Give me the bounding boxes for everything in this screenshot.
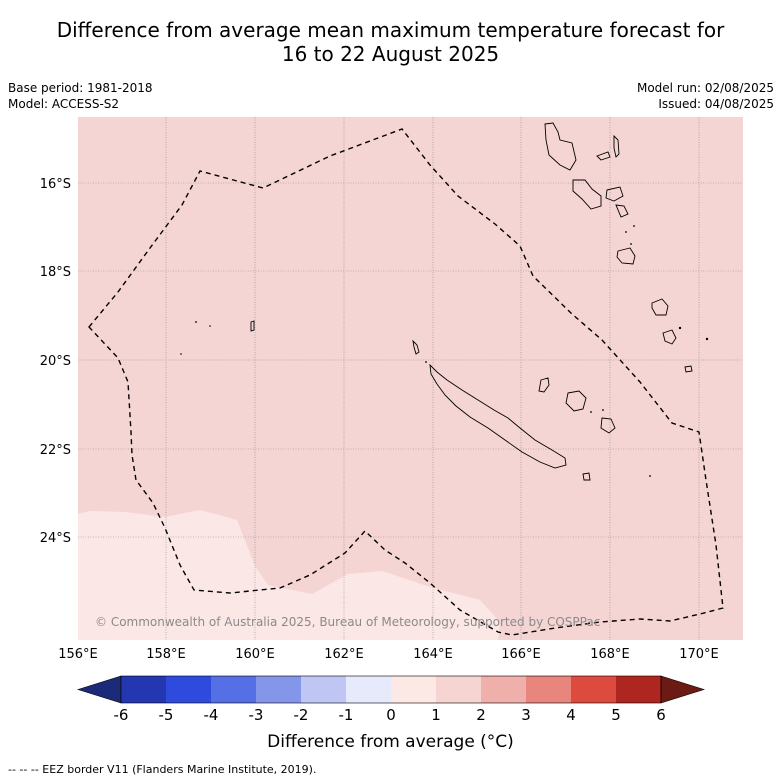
colorbar-tick-label: -4 — [204, 706, 219, 724]
copyright-text: © Commonwealth of Australia 2025, Bureau… — [95, 615, 600, 629]
colorbar-segment — [571, 676, 616, 703]
colorbar-segment — [121, 676, 166, 703]
belep-islands — [412, 339, 420, 355]
meta-left: Base period: 1981-2018 Model: ACCESS-S2 — [8, 80, 153, 112]
longitude-labels: 156°E 158°E 160°E 162°E 164°E 166°E 168°… — [58, 647, 719, 662]
lat-label: 18°S — [40, 265, 71, 280]
colorbar — [76, 675, 706, 704]
lon-label: 156°E — [58, 647, 98, 662]
colorbar-segment — [166, 676, 211, 703]
vanuatu-efate — [616, 247, 636, 265]
colorbar-segment — [616, 676, 661, 703]
vanuatu-ambae — [596, 151, 611, 161]
chesterfield-islet — [250, 320, 255, 332]
lat-label: 24°S — [40, 531, 71, 546]
lon-label: 162°E — [324, 647, 364, 662]
lat-label: 16°S — [40, 177, 71, 192]
vanuatu-pentecost — [605, 186, 624, 202]
vanuatu-espiritu-santo — [544, 122, 577, 171]
isle-of-pines — [582, 472, 591, 481]
colorbar-tick-label: -2 — [294, 706, 309, 724]
colorbar-tick-label: 4 — [566, 706, 576, 724]
colorbar-segment — [481, 676, 526, 703]
colorbar-tick-label: 2 — [476, 706, 486, 724]
lon-label: 164°E — [413, 647, 453, 662]
lat-label: 20°S — [40, 354, 71, 369]
vanuatu-epi — [615, 204, 629, 218]
map-title: Difference from average mean maximum tem… — [0, 18, 781, 66]
issued-date: Issued: 04/08/2025 — [658, 97, 774, 111]
lon-label: 166°E — [501, 647, 541, 662]
colorbar-tick-label: -1 — [339, 706, 354, 724]
vanuatu-aneityum — [684, 365, 693, 373]
colorbar-tick-label: -6 — [114, 706, 129, 724]
colorbar-tick-label: 3 — [521, 706, 531, 724]
lon-label: 170°E — [679, 647, 719, 662]
colorbar-tick-label: 0 — [386, 706, 396, 724]
new-caledonia — [429, 363, 567, 469]
colorbar-extend-high — [660, 675, 706, 704]
colorbar-tick-label: 5 — [611, 706, 621, 724]
anomaly-field-0-1 — [78, 510, 500, 640]
small-islets — [180, 225, 709, 477]
title-line-1: Difference from average mean maximum tem… — [56, 18, 725, 42]
colorbar-segment — [391, 676, 436, 703]
colorbar-segment — [211, 676, 256, 703]
colorbar-segment — [256, 676, 301, 703]
colorbar-ticks: -6 -5 -4 -3 -2 -1 0 1 2 3 4 5 6 — [114, 706, 666, 724]
lon-label: 160°E — [235, 647, 275, 662]
loyalty-lifou — [565, 390, 587, 412]
meta-right: Model run: 02/08/2025 Issued: 04/08/2025 — [637, 80, 774, 112]
colorbar-extend-low — [76, 675, 122, 704]
vanuatu-malakula — [572, 179, 602, 210]
colorbar-tick-label: 1 — [431, 706, 441, 724]
loyalty-mare — [600, 417, 616, 434]
model-name: Model: ACCESS-S2 — [8, 97, 120, 111]
lon-label: 158°E — [146, 647, 186, 662]
loyalty-ouvea — [538, 377, 550, 393]
colorbar-segment — [436, 676, 481, 703]
title-line-2: 16 to 22 August 2025 — [281, 42, 500, 66]
vanuatu-erromango — [651, 298, 669, 316]
lat-label: 22°S — [40, 443, 71, 458]
vanuatu-maewo — [613, 134, 620, 158]
colorbar-tick-label: -5 — [159, 706, 174, 724]
latitude-labels: 16°S 18°S 20°S 22°S 24°S — [40, 177, 71, 546]
vanuatu-tanna — [662, 329, 677, 345]
coastlines — [250, 122, 693, 481]
colorbar-segment — [301, 676, 346, 703]
colorbar-tick-label: -3 — [249, 706, 264, 724]
colorbar-segment — [346, 676, 391, 703]
colorbar-title: Difference from average (°C) — [267, 732, 514, 752]
model-run: Model run: 02/08/2025 — [636, 81, 774, 95]
colorbar-frame — [120, 675, 662, 704]
colorbar-segment — [526, 676, 571, 703]
colorbar-tick-label: 6 — [656, 706, 666, 724]
base-period: Base period: 1981-2018 — [8, 81, 153, 95]
footer-legend: -- -- -- EEZ border V11 (Flanders Marine… — [8, 763, 317, 776]
eez-border — [88, 128, 724, 636]
lon-label: 168°E — [590, 647, 630, 662]
